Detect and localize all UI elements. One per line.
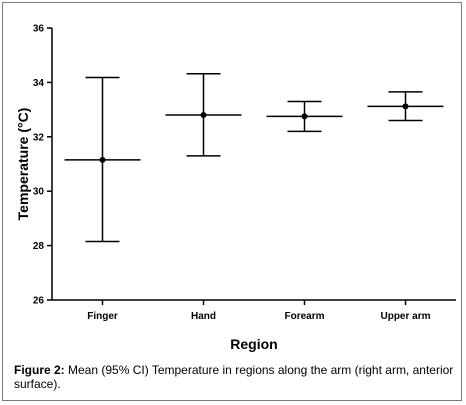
x-ticks: Finger Hand Forearm Upper arm (87, 300, 431, 322)
y-tick-label: 34 (33, 78, 45, 89)
y-tick-label: 32 (33, 132, 45, 143)
mean-point (301, 113, 308, 120)
y-axis-title: Temperature (°C) (15, 108, 31, 221)
x-axis: Finger Hand Forearm Upper arm (52, 299, 456, 322)
x-tick-label: Forearm (284, 311, 324, 322)
y-tick-label: 28 (33, 241, 45, 252)
figure-frame (2, 2, 462, 401)
caption-text: Mean (95% CI) Temperature in regions alo… (14, 363, 454, 391)
mean-point (99, 156, 106, 163)
y-tick-label: 36 (33, 24, 45, 35)
mean-point (200, 112, 207, 119)
x-tick-label: Hand (191, 311, 216, 322)
series-errorbars (64, 72, 444, 243)
x-tick-label: Finger (87, 311, 118, 322)
caption-label: Figure 2: (14, 363, 65, 377)
x-axis-title: Region (230, 336, 277, 352)
mean-point (402, 103, 409, 110)
y-tick-label: 26 (33, 296, 45, 307)
y-tick-label: 30 (33, 187, 45, 198)
figure-caption: Figure 2: Mean (95% CI) Temperature in r… (14, 363, 454, 391)
y-axis: 26 28 30 32 34 36 (33, 24, 53, 307)
y-ticks: 26 28 30 32 34 36 (33, 24, 52, 307)
x-tick-label: Upper arm (380, 311, 430, 322)
